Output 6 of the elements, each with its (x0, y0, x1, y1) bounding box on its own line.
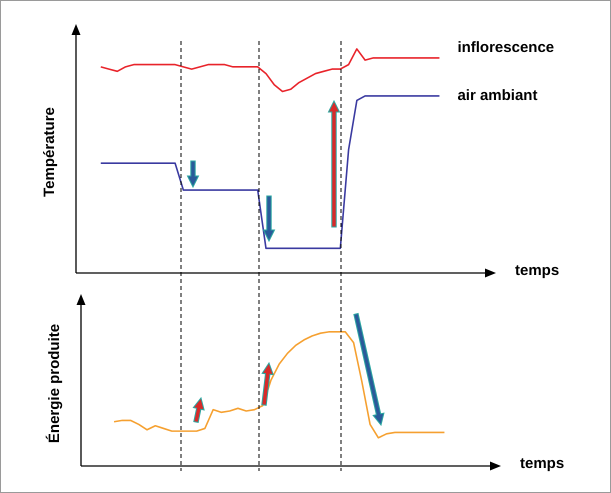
series-label: inflorescence (457, 39, 554, 56)
y-axis-title: Température (41, 107, 58, 197)
y-axis-title: Énergie produite (45, 324, 64, 444)
x-axis-title: temps (520, 455, 564, 472)
x-axis-title: temps (515, 262, 560, 280)
series-label: air ambiant (457, 87, 538, 104)
